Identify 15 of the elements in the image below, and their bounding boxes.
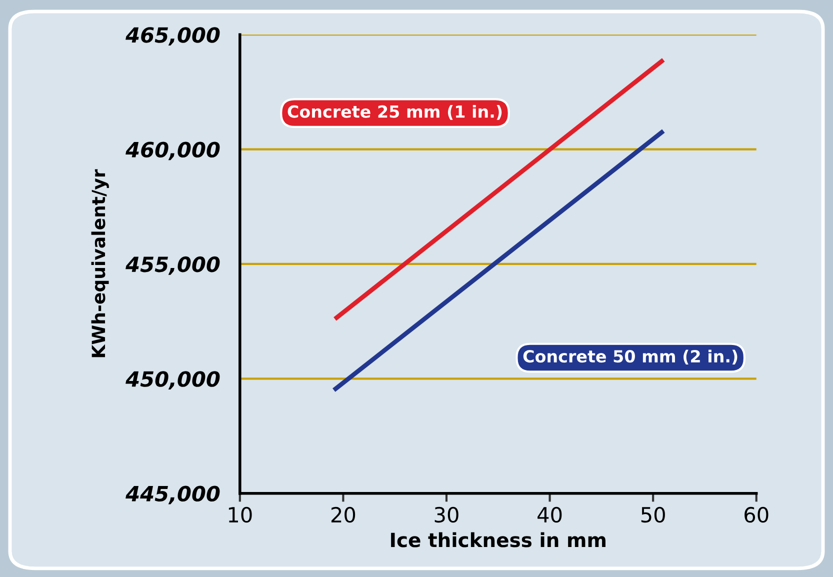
y-tick-label: 460,000 xyxy=(126,142,220,160)
y-tick-label: 455,000 xyxy=(126,256,220,275)
y-tick-label: 450,000 xyxy=(126,371,220,390)
x-tick-label: 20 xyxy=(331,506,356,523)
y-tick-label: 445,000 xyxy=(126,486,220,504)
x-tick-label: 40 xyxy=(538,506,562,523)
text: Concrete 50 mm (2 in.) xyxy=(523,350,738,365)
x-tick-label: 30 xyxy=(434,506,458,523)
x-axis-title: Ice thickness in mm xyxy=(391,532,606,548)
x-tick-label: 50 xyxy=(641,506,665,523)
x-tick-label: 60 xyxy=(744,506,768,523)
x-tick-label: 10 xyxy=(228,506,252,523)
text: Concrete 25 mm (1 in.) xyxy=(288,104,502,120)
y-tick-label: 465,000 xyxy=(126,27,220,46)
y-axis-title: KWh-equivalent/yr xyxy=(91,169,109,358)
